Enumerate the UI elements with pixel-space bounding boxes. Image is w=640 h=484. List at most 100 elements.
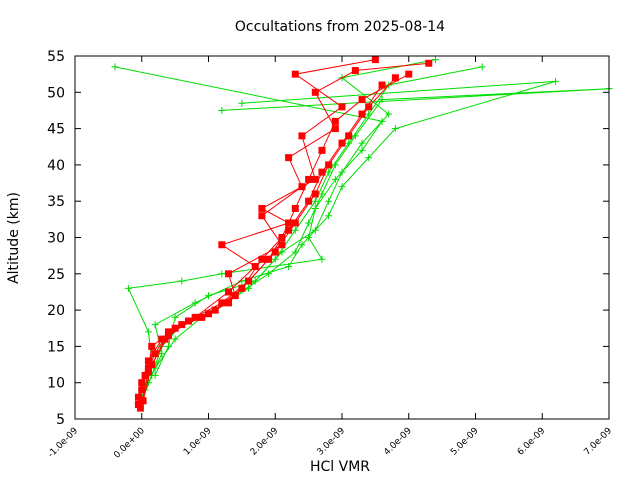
x-tick-label: 0.0e+00 [112, 426, 147, 461]
data-point [305, 219, 313, 227]
data-point [365, 103, 373, 111]
data-point [331, 175, 339, 183]
data-point [405, 70, 413, 78]
data-point [311, 88, 319, 96]
data-point [311, 175, 319, 183]
x-tick-label: 7.0e-09 [583, 426, 615, 458]
data-point [251, 263, 259, 271]
data-point [318, 190, 326, 198]
data-point [291, 70, 299, 78]
data-point [325, 161, 333, 169]
data-point [298, 132, 306, 140]
data-point [218, 241, 226, 249]
data-point [225, 299, 233, 307]
data-point [331, 125, 339, 133]
x-tick-label: 3.0e-09 [316, 426, 348, 458]
data-point [265, 255, 273, 263]
x-tick-label: 6.0e-09 [516, 426, 548, 458]
data-point [325, 212, 333, 220]
data-point [325, 168, 333, 176]
x-tick-label: 5.0e-09 [449, 426, 481, 458]
data-point [318, 146, 326, 154]
data-point [245, 277, 253, 285]
data-point [285, 263, 293, 271]
data-point [338, 183, 346, 191]
data-point [218, 299, 226, 307]
series-0 [111, 56, 613, 408]
data-point [278, 248, 286, 256]
data-point [311, 226, 319, 234]
y-tick-label: 5 [56, 412, 65, 428]
data-point [184, 317, 192, 325]
data-point [318, 168, 326, 176]
data-point [148, 342, 156, 350]
series-0-profile-1-line [141, 88, 610, 398]
data-point [134, 400, 142, 408]
x-tick-label: 1.0e-09 [182, 426, 214, 458]
data-point [311, 190, 319, 198]
series-1-profile-4-line [142, 59, 376, 402]
data-point [278, 241, 286, 249]
data-point [258, 255, 266, 263]
data-point [358, 96, 366, 104]
data-point [198, 313, 206, 321]
data-point [205, 292, 212, 300]
data-point [138, 379, 146, 387]
y-tick-label: 25 [47, 267, 65, 283]
data-point [338, 139, 346, 147]
data-point [178, 321, 186, 329]
series-layer [111, 56, 613, 412]
y-tick-label: 30 [47, 231, 65, 247]
x-axis-label: HCl VMR [310, 459, 370, 475]
data-point [338, 103, 346, 111]
y-tick-label: 55 [47, 49, 65, 65]
x-tick-label: 2.0e-09 [249, 426, 281, 458]
data-point [231, 292, 239, 300]
x-tick-label: -1.0e-09 [46, 426, 80, 460]
data-point [378, 81, 386, 89]
data-point [258, 212, 266, 220]
data-point [385, 110, 393, 118]
data-point [425, 59, 433, 67]
data-point [371, 56, 379, 64]
data-point [164, 328, 172, 336]
data-point [144, 328, 152, 336]
data-point [251, 277, 259, 285]
series-1-profile-3-line [139, 73, 410, 409]
y-tick-label: 35 [47, 194, 65, 210]
series-0-profile-4-line [154, 59, 436, 376]
data-point [271, 248, 279, 256]
data-point [351, 132, 359, 140]
data-point [161, 335, 169, 343]
data-point [278, 234, 286, 241]
series-0-profile-3-line [147, 80, 556, 383]
data-point [178, 277, 186, 285]
data-point [144, 357, 152, 365]
data-point [151, 321, 159, 329]
data-point [365, 154, 373, 162]
y-axis-label: Altitude (km) [6, 192, 22, 284]
y-tick-label: 10 [47, 376, 65, 392]
data-point [148, 361, 156, 369]
y-tick-label: 40 [47, 158, 65, 174]
data-point [158, 350, 166, 358]
data-point [171, 324, 179, 332]
data-point [338, 168, 346, 176]
data-point [285, 154, 293, 162]
data-point [144, 364, 152, 372]
series-1-profile-1-line [137, 77, 396, 398]
data-point [141, 371, 149, 379]
data-point [218, 106, 226, 114]
data-point [124, 284, 132, 292]
data-point [171, 313, 179, 321]
series-1-profile-0-line [137, 84, 383, 405]
data-point [351, 67, 359, 75]
data-point [225, 270, 233, 278]
series-1 [134, 56, 433, 412]
data-point [285, 219, 293, 227]
data-point [358, 146, 366, 154]
y-tick-label: 45 [47, 122, 65, 138]
chart-title: Occultations from 2025-08-14 [235, 19, 445, 35]
